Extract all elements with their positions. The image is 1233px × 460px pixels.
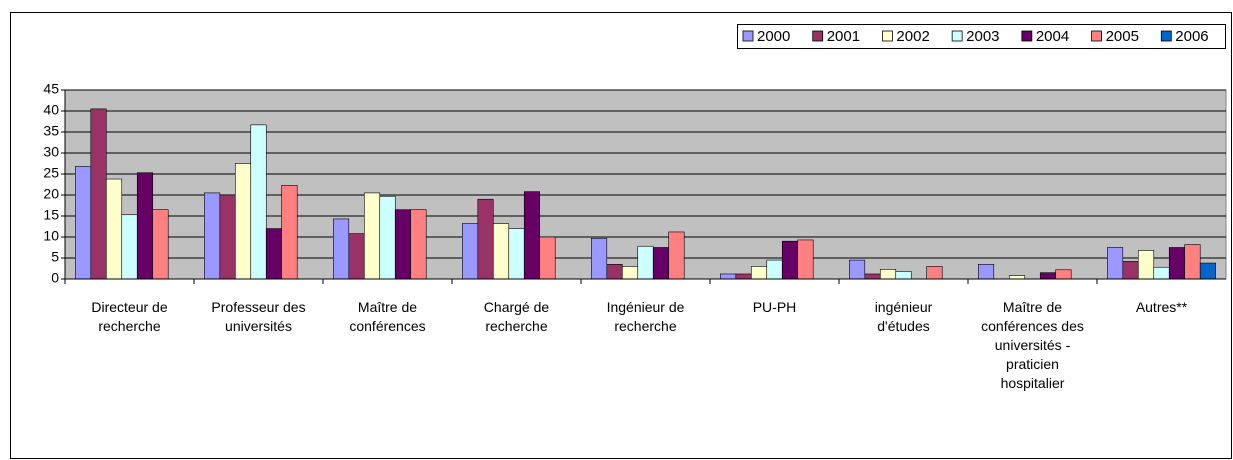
- y-tick-label: 30: [43, 144, 59, 160]
- x-tick-label: ingénieur d'études: [874, 299, 933, 334]
- bar: [1039, 272, 1057, 280]
- legend-swatch: [1021, 30, 1033, 42]
- bar: [781, 240, 799, 280]
- bar: [1107, 247, 1124, 280]
- x-tick-label: Chargé de recherche: [483, 299, 550, 334]
- y-tick-label: 35: [43, 123, 59, 139]
- bar: [1184, 244, 1201, 280]
- legend-swatch: [1091, 30, 1102, 42]
- bar: [926, 266, 943, 280]
- legend-label: 2006: [1175, 28, 1208, 45]
- bar: [797, 239, 814, 280]
- bar: [219, 194, 236, 280]
- bar: [978, 263, 995, 280]
- bar: [281, 185, 298, 280]
- bar: [1122, 261, 1139, 280]
- legend-label: 2002: [896, 28, 929, 45]
- bar: [606, 263, 623, 280]
- bar: [591, 237, 608, 280]
- bar: [492, 223, 510, 280]
- bar: [234, 163, 252, 280]
- y-tick-label: 15: [43, 207, 59, 223]
- bar: [1199, 262, 1216, 280]
- legend-label: 2005: [1106, 28, 1139, 45]
- legend-swatch: [742, 30, 754, 42]
- y-tick-label: 0: [51, 270, 59, 286]
- x-tick-label: Professeur des universités: [211, 299, 306, 334]
- bar: [652, 247, 670, 280]
- bar: [250, 124, 267, 280]
- bar: [766, 259, 783, 280]
- bar: [379, 195, 396, 280]
- bar: [121, 214, 138, 280]
- bar: [879, 269, 897, 280]
- bar: [333, 218, 350, 280]
- y-tick-label: 10: [43, 228, 59, 244]
- bar: [394, 209, 412, 280]
- x-tick-label: Directeur de recherche: [91, 299, 168, 334]
- bar: [621, 266, 639, 280]
- x-tick-label: PU-PH: [752, 299, 797, 315]
- y-tick-label: 40: [43, 102, 59, 118]
- bar: [1055, 269, 1072, 280]
- bar: [720, 273, 737, 280]
- bar: [1137, 250, 1155, 280]
- bar: [90, 108, 107, 280]
- bar: [1008, 275, 1026, 280]
- legend-swatch: [951, 30, 963, 42]
- bar: [265, 228, 283, 280]
- bar: [849, 259, 866, 280]
- legend-swatch: [1160, 30, 1172, 42]
- bar: [152, 209, 169, 280]
- x-tick-label: Autres**: [1135, 299, 1188, 315]
- y-tick-label: 25: [43, 165, 59, 181]
- legend-label: 2004: [1036, 28, 1069, 45]
- bar: [136, 172, 154, 280]
- bar: [735, 273, 752, 280]
- bar: [508, 228, 525, 280]
- x-tick-label: Maître de conférences des universités - …: [981, 299, 1084, 391]
- bar: [75, 166, 92, 280]
- legend-swatch: [882, 30, 893, 42]
- bar: [864, 273, 881, 280]
- x-tick-label: Ingénieur de recherche: [606, 299, 685, 334]
- bar: [204, 192, 221, 280]
- bar: [363, 192, 381, 280]
- legend-swatch: [812, 30, 824, 42]
- legend-label: 2001: [827, 28, 860, 45]
- bar: [462, 223, 479, 280]
- bar: [1168, 247, 1186, 280]
- bar: [105, 178, 123, 280]
- bar: [477, 198, 494, 280]
- bar: [637, 245, 654, 280]
- bar: [895, 271, 912, 280]
- bar: [539, 236, 556, 280]
- bar: [523, 191, 541, 280]
- y-tick-label: 5: [51, 249, 59, 265]
- bar: [750, 266, 768, 280]
- bar: [410, 209, 427, 280]
- bar: [1153, 266, 1170, 280]
- legend-label: 2000: [757, 28, 790, 45]
- bar: [348, 233, 365, 280]
- legend-label: 2003: [966, 28, 999, 45]
- y-tick-label: 45: [43, 81, 59, 97]
- x-tick-label: Maître de conférences: [349, 299, 426, 334]
- bar: [668, 231, 685, 280]
- y-tick-label: 20: [43, 186, 59, 202]
